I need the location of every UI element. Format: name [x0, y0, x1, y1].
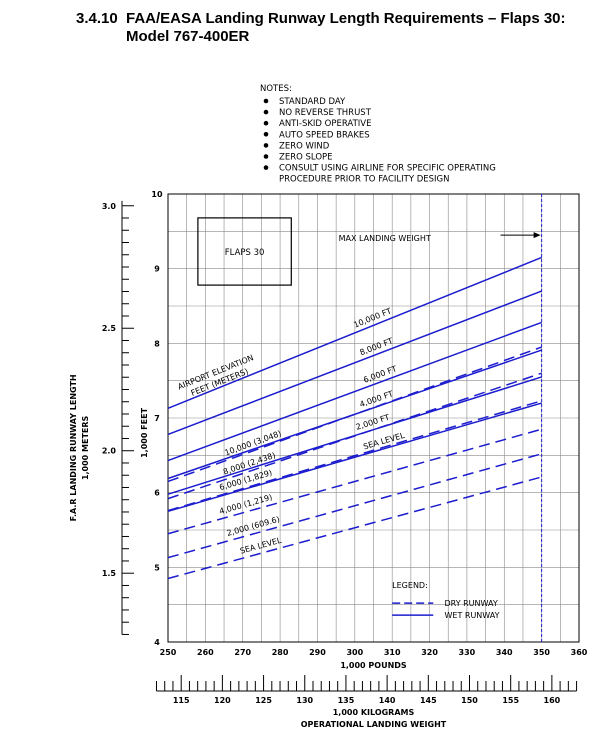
legend-wet-label: WET RUNWAY	[444, 611, 499, 620]
x-tick-label: 260	[197, 648, 214, 657]
note-bullet-icon	[263, 109, 269, 115]
bottom-axis-label: OPERATIONAL LANDING WEIGHT	[301, 720, 447, 729]
dry-runway-line	[167, 476, 542, 580]
section-number: 3.4.10	[76, 10, 118, 27]
flaps-box	[197, 217, 292, 286]
note-item: ZERO SLOPE	[279, 153, 333, 163]
notes-title: NOTES:	[260, 84, 292, 94]
dry-runway-line	[167, 372, 542, 500]
note-bullet-icon	[263, 120, 269, 126]
kg-tick-label: 160	[544, 696, 561, 705]
kg-tick-label: 130	[296, 696, 313, 705]
dry-runway-line	[167, 453, 542, 559]
x-tick-label: 330	[459, 648, 476, 657]
y-tick-label-meters: 2.0	[102, 447, 117, 456]
kg-tick-label: 120	[214, 696, 231, 705]
dry-series-label: SEA LEVEL	[239, 536, 283, 556]
note-bullet-icon	[263, 98, 269, 104]
x-tick-label: 280	[272, 648, 289, 657]
x-tick-label: 310	[384, 648, 401, 657]
note-item: ZERO WIND	[279, 141, 330, 151]
wet-series-label: 2,000 FT	[355, 413, 391, 432]
note-item: NO REVERSE THRUST	[279, 108, 372, 118]
x-tick-label: 320	[421, 648, 438, 657]
note-bullet-icon	[263, 143, 269, 148]
y-tick-label-feet: 8	[154, 339, 160, 348]
note-item: PROCEDURE PRIOR TO FACILITY DESIGN	[279, 175, 450, 185]
y-axis-label-feet: 1,000 FEET	[140, 407, 149, 457]
arrow-head-icon	[533, 232, 541, 239]
note-bullet-icon	[263, 165, 269, 170]
note-item: ANTI-SKID OPERATIVE	[279, 119, 371, 129]
dry-runway-line	[167, 346, 542, 483]
y-tick-label-meters: 2.5	[102, 324, 117, 333]
max-landing-weight-label: MAX LANDING WEIGHT	[339, 234, 431, 243]
kg-tick-label: 145	[420, 696, 437, 705]
kg-axis-label: 1,000 KILOGRAMS	[333, 708, 415, 717]
y-tick-label-meters: 3.0	[102, 202, 117, 211]
y-axis-label-meters: F.A.R LANDING RUNWAY LENGTH	[69, 374, 78, 521]
y-tick-label-meters: 1.5	[102, 569, 117, 578]
wet-runway-line	[167, 290, 542, 436]
x-tick-label: 340	[496, 648, 513, 657]
plot-frame	[167, 193, 580, 643]
x-tick-label: 270	[234, 648, 251, 657]
y-tick-label-feet: 4	[154, 638, 160, 647]
kg-tick-label: 135	[338, 696, 355, 705]
y-tick-label-feet: 9	[154, 265, 160, 274]
page-title: FAA/EASA Landing Runway Length Requireme…	[126, 10, 566, 27]
y-tick-label-feet: 10	[151, 190, 163, 199]
kg-tick-label: 155	[502, 696, 519, 705]
x-axis-label: 1,000 POUNDS	[340, 661, 407, 670]
wet-runway-line	[167, 256, 542, 409]
x-tick-label: 360	[571, 648, 588, 657]
legend-title: LEGEND:	[392, 581, 428, 590]
y-tick-label-feet: 5	[154, 563, 160, 572]
note-bullet-icon	[263, 154, 269, 159]
flaps-label: FLAPS 30	[225, 248, 265, 258]
note-bullet-icon	[263, 132, 269, 137]
chart-series	[167, 256, 542, 580]
dry-runway-line	[167, 400, 542, 512]
kg-tick-label: 150	[461, 696, 478, 705]
chart-axes: 250 260 270 280 290 300 310 320 330 340 350 360 1,00…	[69, 190, 588, 729]
kg-tick-label: 125	[255, 696, 272, 705]
note-item: CONSULT USING AIRLINE FOR SPECIFIC OPERA…	[279, 164, 496, 174]
x-tick-label: 250	[160, 648, 177, 657]
y-tick-label-feet: 6	[154, 489, 160, 498]
wet-runway-line	[167, 321, 542, 462]
x-tick-label: 290	[309, 648, 326, 657]
note-item: AUTO SPEED BRAKES	[279, 130, 370, 140]
dry-runway-line	[167, 428, 542, 535]
kg-tick-label: 140	[379, 696, 396, 705]
page-subtitle: Model 767-400ER	[126, 28, 250, 45]
note-item: STANDARD DAY	[279, 97, 346, 107]
x-tick-label: 350	[533, 648, 550, 657]
dry-series-label: 4,000 (1,219)	[218, 493, 273, 516]
y-axis-label-meters-unit: 1,000 METERS	[81, 415, 90, 480]
x-tick-label: 300	[346, 648, 363, 657]
y-tick-label-feet: 7	[154, 414, 160, 423]
legend-dry-label: DRY RUNWAY	[444, 599, 497, 608]
wet-runway-line	[167, 349, 542, 480]
kg-tick-label: 115	[173, 696, 190, 705]
wet-runway-line	[167, 402, 542, 513]
